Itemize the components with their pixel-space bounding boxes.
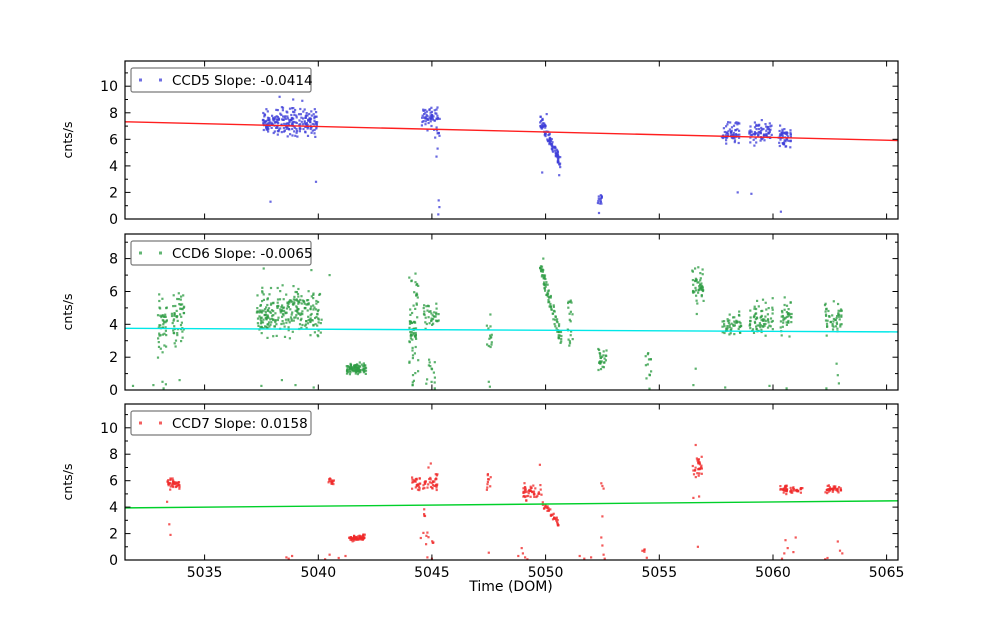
trend-line-ccd7	[124, 500, 899, 509]
legend-frame	[130, 67, 312, 93]
y-tick-label: 8	[109, 447, 118, 463]
y-tick-label: 2	[109, 350, 118, 366]
legend-label-ccd7: CCD7 Slope: 0.0158	[172, 416, 308, 432]
y-tick-label: 6	[109, 132, 118, 148]
scatter-series-ccd5	[261, 95, 792, 216]
plot-frame-ccd7	[124, 403, 899, 561]
y-tick-label: 10	[100, 421, 118, 437]
legend-marker-icon	[139, 421, 142, 425]
x-axis-title: Time (DOM)	[468, 579, 553, 595]
legend-marker-icon	[159, 251, 162, 255]
y-tick-label: 2	[109, 185, 118, 201]
x-tick-label: 5055	[641, 565, 677, 581]
y-tick-label: 0	[109, 383, 118, 399]
trend-line-ccd5	[124, 121, 899, 142]
axis-ticks-ccd6	[125, 234, 898, 391]
legend-marker-icon	[139, 78, 142, 82]
y-tick-label: 0	[109, 212, 118, 228]
legend-frame	[130, 240, 312, 266]
legend-marker-icon	[159, 78, 162, 82]
x-tick-label: 5065	[869, 565, 905, 581]
y-tick-label: 2	[109, 527, 118, 543]
y-axis-title-ccd7: cnts/s	[60, 464, 75, 501]
y-tick-label: 0	[109, 553, 118, 569]
trend-line-ccd6	[124, 327, 899, 333]
x-tick-label: 5035	[187, 565, 223, 581]
scatter-series-ccd6	[131, 257, 843, 390]
y-tick-label: 4	[109, 159, 118, 175]
subplot-ccd7: 0 2 4 6 8 10 5035 5040 5045 5050 5055 5060 5065	[100, 403, 905, 581]
legend-marker-icon	[139, 251, 142, 255]
y-tick-label: 10	[100, 79, 118, 95]
axis-ticks-ccd7	[125, 404, 898, 561]
y-axis-title-ccd5: cnts/s	[60, 122, 75, 159]
x-tick-label: 5040	[300, 565, 336, 581]
y-tick-label: 8	[109, 252, 118, 268]
subplot-ccd6: 0 2 4 6 8	[109, 233, 899, 399]
y-axis-title-ccd6: cnts/s	[60, 294, 75, 331]
legend-label-ccd5: CCD5 Slope: -0.0414	[172, 73, 313, 89]
legend-ccd6: CCD6 Slope: -0.0065	[130, 240, 313, 266]
y-tick-label: 8	[109, 106, 118, 122]
legend-marker-icon	[159, 421, 162, 425]
legend-ccd5: CCD5 Slope: -0.0414	[130, 67, 313, 93]
x-tick-label: 5045	[414, 565, 450, 581]
y-tick-label: 6	[109, 474, 118, 490]
y-tick-label: 4	[109, 500, 118, 516]
plot-frame-ccd5	[124, 60, 899, 220]
legend-frame	[130, 410, 312, 436]
x-tick-label: 5050	[528, 565, 564, 581]
x-tick-label: 5060	[755, 565, 791, 581]
legend-label-ccd6: CCD6 Slope: -0.0065	[172, 246, 313, 262]
subplot-ccd5: 0 2 4 6 8 10	[100, 60, 899, 228]
axis-ticks-ccd5	[125, 61, 898, 220]
legend-ccd7: CCD7 Slope: 0.0158	[130, 410, 312, 436]
y-tick-label: 6	[109, 285, 118, 301]
y-tick-label: 4	[109, 317, 118, 333]
plot-frame-ccd6	[124, 233, 899, 391]
